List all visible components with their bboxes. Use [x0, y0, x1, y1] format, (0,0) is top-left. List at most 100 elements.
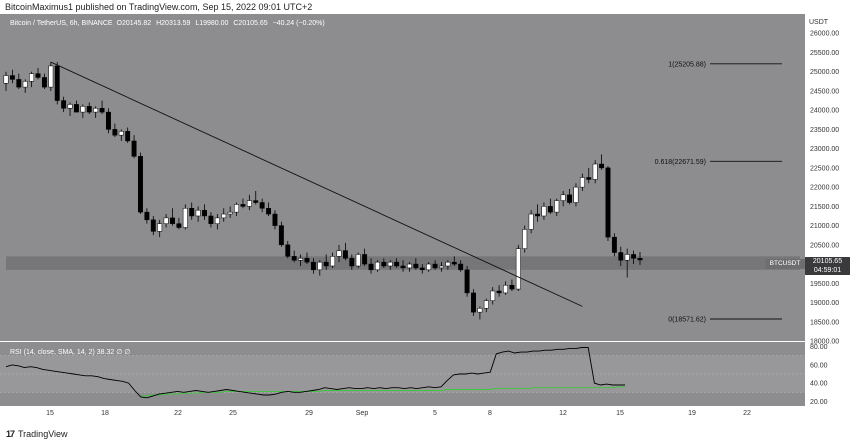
candle-body: [3, 75, 9, 84]
fib-level-label: 0(18571.62): [668, 317, 706, 324]
candle-body: [80, 106, 86, 113]
symbol-legend[interactable]: Bitcoin / TetherUS, 6h, BINANCE O20145.8…: [10, 20, 328, 27]
candle-body: [150, 219, 156, 232]
candle-body: [547, 206, 553, 213]
candle-body: [317, 261, 323, 271]
time-tick-label: 5: [433, 410, 437, 417]
candle-body: [541, 206, 547, 217]
candle-body: [349, 258, 355, 267]
rsi-tick-label: 40.00: [810, 381, 828, 388]
candle-body: [86, 106, 92, 113]
candle-body: [567, 194, 573, 203]
candle-body: [637, 258, 643, 261]
time-tick-label: Sep: [356, 410, 369, 417]
candle-body: [496, 290, 502, 294]
candle-body: [599, 163, 605, 169]
price-pane[interactable]: [0, 14, 805, 341]
price-tick-label: 24000.00: [810, 108, 839, 115]
candle-body: [22, 81, 28, 88]
candle-body: [445, 261, 451, 267]
candle-body: [323, 261, 329, 267]
candle-body: [631, 254, 637, 259]
trendline: [50, 61, 583, 307]
candle-body: [29, 73, 35, 82]
time-tick-label: 15: [616, 410, 624, 417]
candle-body: [16, 79, 22, 88]
time-tick-label: 22: [174, 410, 182, 417]
price-tick-label: 19500.00: [810, 281, 839, 288]
candle-body: [54, 65, 60, 101]
candle-body: [330, 256, 336, 267]
currency-label: USDT: [809, 19, 829, 26]
candle-body: [368, 263, 374, 271]
price-tick-label: 23000.00: [810, 146, 839, 153]
candle-body: [266, 208, 272, 215]
price-tick-label: 23500.00: [810, 127, 839, 134]
rsi-tick-label: 20.00: [810, 399, 828, 406]
price-tick-label: 21000.00: [810, 223, 839, 230]
time-axis[interactable]: [0, 406, 850, 424]
candle-body: [41, 77, 47, 88]
candle-body: [285, 244, 291, 257]
high-value: H20313.59: [156, 20, 191, 27]
candle-body: [439, 265, 444, 269]
candle-body: [458, 263, 464, 271]
candle-body: [471, 292, 476, 313]
symbol-tag: BTCUSDT: [765, 259, 805, 269]
candle-body: [586, 177, 592, 180]
candle-body: [67, 104, 73, 109]
fib-level-label: 0.618(22671.59): [655, 159, 706, 166]
candle-body: [157, 223, 163, 232]
candle-body: [221, 213, 227, 219]
candles: [3, 62, 643, 320]
time-tick-label: 18: [101, 410, 109, 417]
candle-body: [573, 186, 579, 203]
time-tick-label: 29: [305, 410, 313, 417]
candle-body: [202, 209, 207, 217]
candle-body: [93, 108, 99, 113]
time-tick-label: 12: [559, 410, 567, 417]
time-tick-label: 19: [688, 410, 696, 417]
candle-body: [304, 258, 310, 263]
candle-body: [483, 300, 489, 309]
rsi-indicator: [0, 347, 805, 399]
candle-body: [400, 265, 406, 269]
symbol-title: Bitcoin / TetherUS, 6h, BINANCE: [10, 20, 113, 27]
y-axis-ticks: 18000.0018500.0019000.0019500.0020000.00…: [810, 31, 839, 346]
rsi-ma-line: [140, 386, 625, 397]
candle-body: [394, 261, 400, 267]
rsi-tick-label: 60.00: [810, 362, 828, 369]
candle-body: [624, 254, 630, 261]
rsi-line: [5, 347, 625, 399]
time-tick-label: 15: [46, 410, 54, 417]
candle-body: [35, 73, 41, 78]
rsi-legend[interactable]: RSI (14, close, SMA, 14, 2) 38.32 ∅ ∅: [10, 348, 130, 356]
candle-body: [554, 200, 560, 213]
candle-body: [560, 194, 566, 201]
candle-body: [253, 200, 259, 203]
fib-level-label: 1(25205.88): [668, 61, 706, 68]
last-price-tag: 20105.65 04:59:01: [805, 257, 850, 275]
candle-body: [522, 229, 528, 249]
x-axis-ticks: 15 18 22 25 29 Sep 5 8 12 15 19 22: [46, 410, 751, 417]
price-axis[interactable]: [805, 14, 850, 406]
candle-body: [381, 261, 387, 267]
candle-body: [336, 250, 342, 257]
candle-body: [131, 140, 137, 157]
rsi-label: RSI (14, close, SMA, 14, 2): [10, 349, 95, 356]
price-tick-label: 18000.00: [810, 339, 839, 346]
rsi-tick-label: 80.00: [810, 344, 828, 351]
bar-countdown: 04:59:01: [813, 267, 842, 274]
ohlc-values: O20145.82 H20313.59 L19980.00 C20105.65 …: [115, 20, 328, 27]
candle-body: [490, 290, 496, 301]
tradingview-brand[interactable]: 17 TradingView: [6, 429, 68, 439]
candle-body: [592, 163, 598, 180]
candle-body: [272, 213, 278, 226]
candle-body: [291, 256, 297, 261]
descending-trendline: [50, 61, 583, 307]
candle-body: [362, 254, 368, 265]
candle-body: [342, 250, 348, 259]
candle-body: [579, 177, 585, 188]
candle-body: [246, 200, 252, 207]
